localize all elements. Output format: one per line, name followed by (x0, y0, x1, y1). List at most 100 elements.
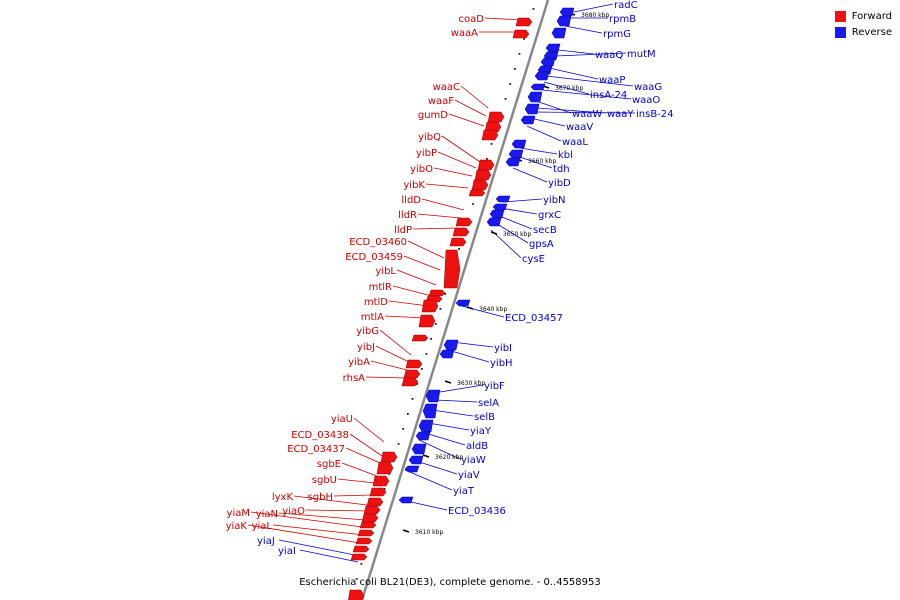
reverse-label-connector (548, 67, 599, 80)
forward-gene-label[interactable]: yibG (356, 326, 379, 337)
label-connectors (247, 3, 636, 563)
forward-gene-label[interactable]: yibK (403, 180, 425, 191)
genome-caption: Escherichia coli BL21(DE3), complete gen… (299, 577, 601, 588)
reverse-label-connector (545, 75, 634, 87)
forward-gene-feature (452, 227, 470, 237)
reverse-label-connector (555, 52, 627, 57)
legend-reverse-label: Reverse (851, 26, 892, 38)
reverse-label-connector (512, 167, 548, 183)
forward-gene-label[interactable]: mtlD (364, 297, 388, 308)
reverse-gene-label[interactable]: selA (478, 398, 499, 409)
reverse-gene-label[interactable]: selB (474, 412, 495, 423)
forward-gene-label[interactable]: ECD_03459 (345, 252, 403, 263)
reverse-gene-label[interactable]: waaQ (595, 50, 623, 61)
reverse-gene-feature (524, 103, 540, 115)
forward-gene-label[interactable]: mtlA (361, 312, 384, 323)
forward-gene-label[interactable]: coaD (459, 14, 485, 25)
forward-gene-label[interactable]: yibJ (357, 342, 375, 353)
forward-gene-label[interactable]: ECD_03438 (291, 430, 349, 441)
forward-gene-label[interactable]: waaC (433, 82, 460, 93)
reverse-gene-label[interactable]: waaO (632, 95, 660, 106)
reverse-gene-label[interactable]: waaG (634, 82, 662, 93)
reverse-gene-label[interactable]: grxC (538, 210, 561, 221)
forward-gene-label[interactable]: gumD (418, 110, 448, 121)
forward-gene-label[interactable]: yibL (375, 266, 396, 277)
forward-gene-label[interactable]: yiaK (226, 521, 248, 532)
reverse-gene-label[interactable]: aldB (466, 441, 488, 452)
forward-gene-label[interactable]: waaA (451, 28, 478, 39)
reverse-label-connector (404, 469, 453, 491)
forward-gene-label[interactable]: yibA (348, 357, 370, 368)
reverse-gene-label[interactable]: waaL (562, 137, 588, 148)
reverse-gene-feature (530, 83, 546, 91)
forward-gene-label[interactable]: sgbU (312, 475, 337, 486)
forward-label-connector (250, 511, 363, 528)
reverse-gene-label[interactable]: ECD_03457 (505, 313, 563, 324)
reverse-label-connector (451, 341, 494, 348)
forward-gene-label[interactable]: yibQ (418, 132, 441, 143)
forward-gene-label[interactable]: ECD_03460 (349, 237, 407, 248)
reverse-gene-label[interactable]: yiaJ (257, 536, 275, 547)
reverse-gene-label[interactable]: yiaW (461, 455, 486, 466)
forward-gene-label[interactable]: lyxK (272, 492, 294, 503)
forward-gene-label[interactable]: yiaO (282, 506, 305, 517)
forward-gene-label[interactable]: yiaM (227, 508, 250, 519)
scale-tick-mark (402, 529, 410, 533)
scale-dot (360, 563, 363, 565)
reverse-gene-label[interactable]: yibF (484, 381, 505, 392)
reverse-gene-label[interactable]: waaP (599, 75, 625, 86)
reverse-gene-label[interactable]: gpsA (529, 239, 554, 250)
forward-gene-label[interactable]: sgbE (317, 459, 341, 470)
scale-tick-mark (466, 306, 474, 310)
reverse-gene-label[interactable]: rpmB (609, 14, 636, 25)
reverse-gene-label[interactable]: tdh (553, 164, 570, 175)
reverse-gene-label[interactable]: mutM (627, 49, 656, 60)
scale-dot (458, 248, 460, 250)
reverse-gene-label[interactable]: yiaI (278, 546, 296, 557)
forward-gene-label[interactable]: rhsA (343, 373, 365, 384)
forward-label-connector (345, 447, 381, 464)
forward-gene-label[interactable]: waaF (428, 96, 454, 107)
forward-label-connector (337, 478, 376, 484)
forward-gene-label[interactable]: yiaN (256, 509, 278, 520)
forward-gene-label[interactable]: ECD_03437 (287, 444, 345, 455)
reverse-gene-label[interactable]: secB (533, 225, 557, 236)
reverse-gene-label[interactable]: insB-24 (636, 109, 674, 120)
forward-gene-label[interactable]: yiaU (331, 414, 353, 425)
forward-gene-label[interactable]: mtlR (369, 282, 392, 293)
reverse-gene-label[interactable]: yiaV (458, 470, 480, 481)
forward-gene-label[interactable]: lldD (401, 195, 421, 206)
reverse-gene-label[interactable]: kbl (558, 150, 573, 161)
reverse-label-connector (538, 101, 572, 114)
reverse-gene-label[interactable]: yibH (490, 358, 513, 369)
reverse-gene-label[interactable]: insA-24 (590, 90, 627, 101)
reverse-gene-label[interactable]: yibD (548, 178, 571, 189)
reverse-gene-label[interactable]: yibN (543, 195, 566, 206)
forward-label-connector (433, 167, 473, 177)
reverse-gene-label[interactable]: waaV (566, 122, 593, 133)
reverse-gene-label[interactable]: rpmG (603, 29, 631, 40)
forward-label-connector (379, 329, 412, 356)
forward-gene-label[interactable]: sgbH (308, 492, 333, 503)
forward-gene-feature (512, 29, 530, 39)
forward-gene-feature (361, 513, 379, 523)
forward-gene-feature (411, 334, 429, 342)
reverse-label-connector (427, 422, 470, 431)
reverse-gene-label[interactable]: waaW (572, 109, 602, 120)
forward-gene-feature (369, 487, 387, 497)
reverse-gene-label[interactable]: waaY (607, 109, 634, 120)
forward-gene-label[interactable]: lldP (394, 225, 412, 236)
forward-gene-feature (357, 529, 375, 537)
forward-gene-label[interactable]: yibO (410, 164, 433, 175)
reverse-gene-label[interactable]: yiaY (470, 426, 492, 437)
forward-gene-label[interactable]: yibP (416, 148, 437, 159)
forward-gene-label[interactable]: yiaL (252, 521, 273, 532)
reverse-gene-label[interactable]: ECD_03436 (448, 506, 506, 517)
reverse-gene-label[interactable]: cysE (522, 254, 545, 265)
reverse-gene-label[interactable]: yiaT (453, 486, 475, 497)
scale-tick-label: 3670 kbp (555, 85, 583, 92)
reverse-gene-label[interactable]: yibI (494, 343, 512, 354)
forward-gene-label[interactable]: lldR (398, 210, 417, 221)
reverse-label-connector (543, 81, 590, 95)
reverse-gene-label[interactable]: radC (614, 0, 638, 11)
